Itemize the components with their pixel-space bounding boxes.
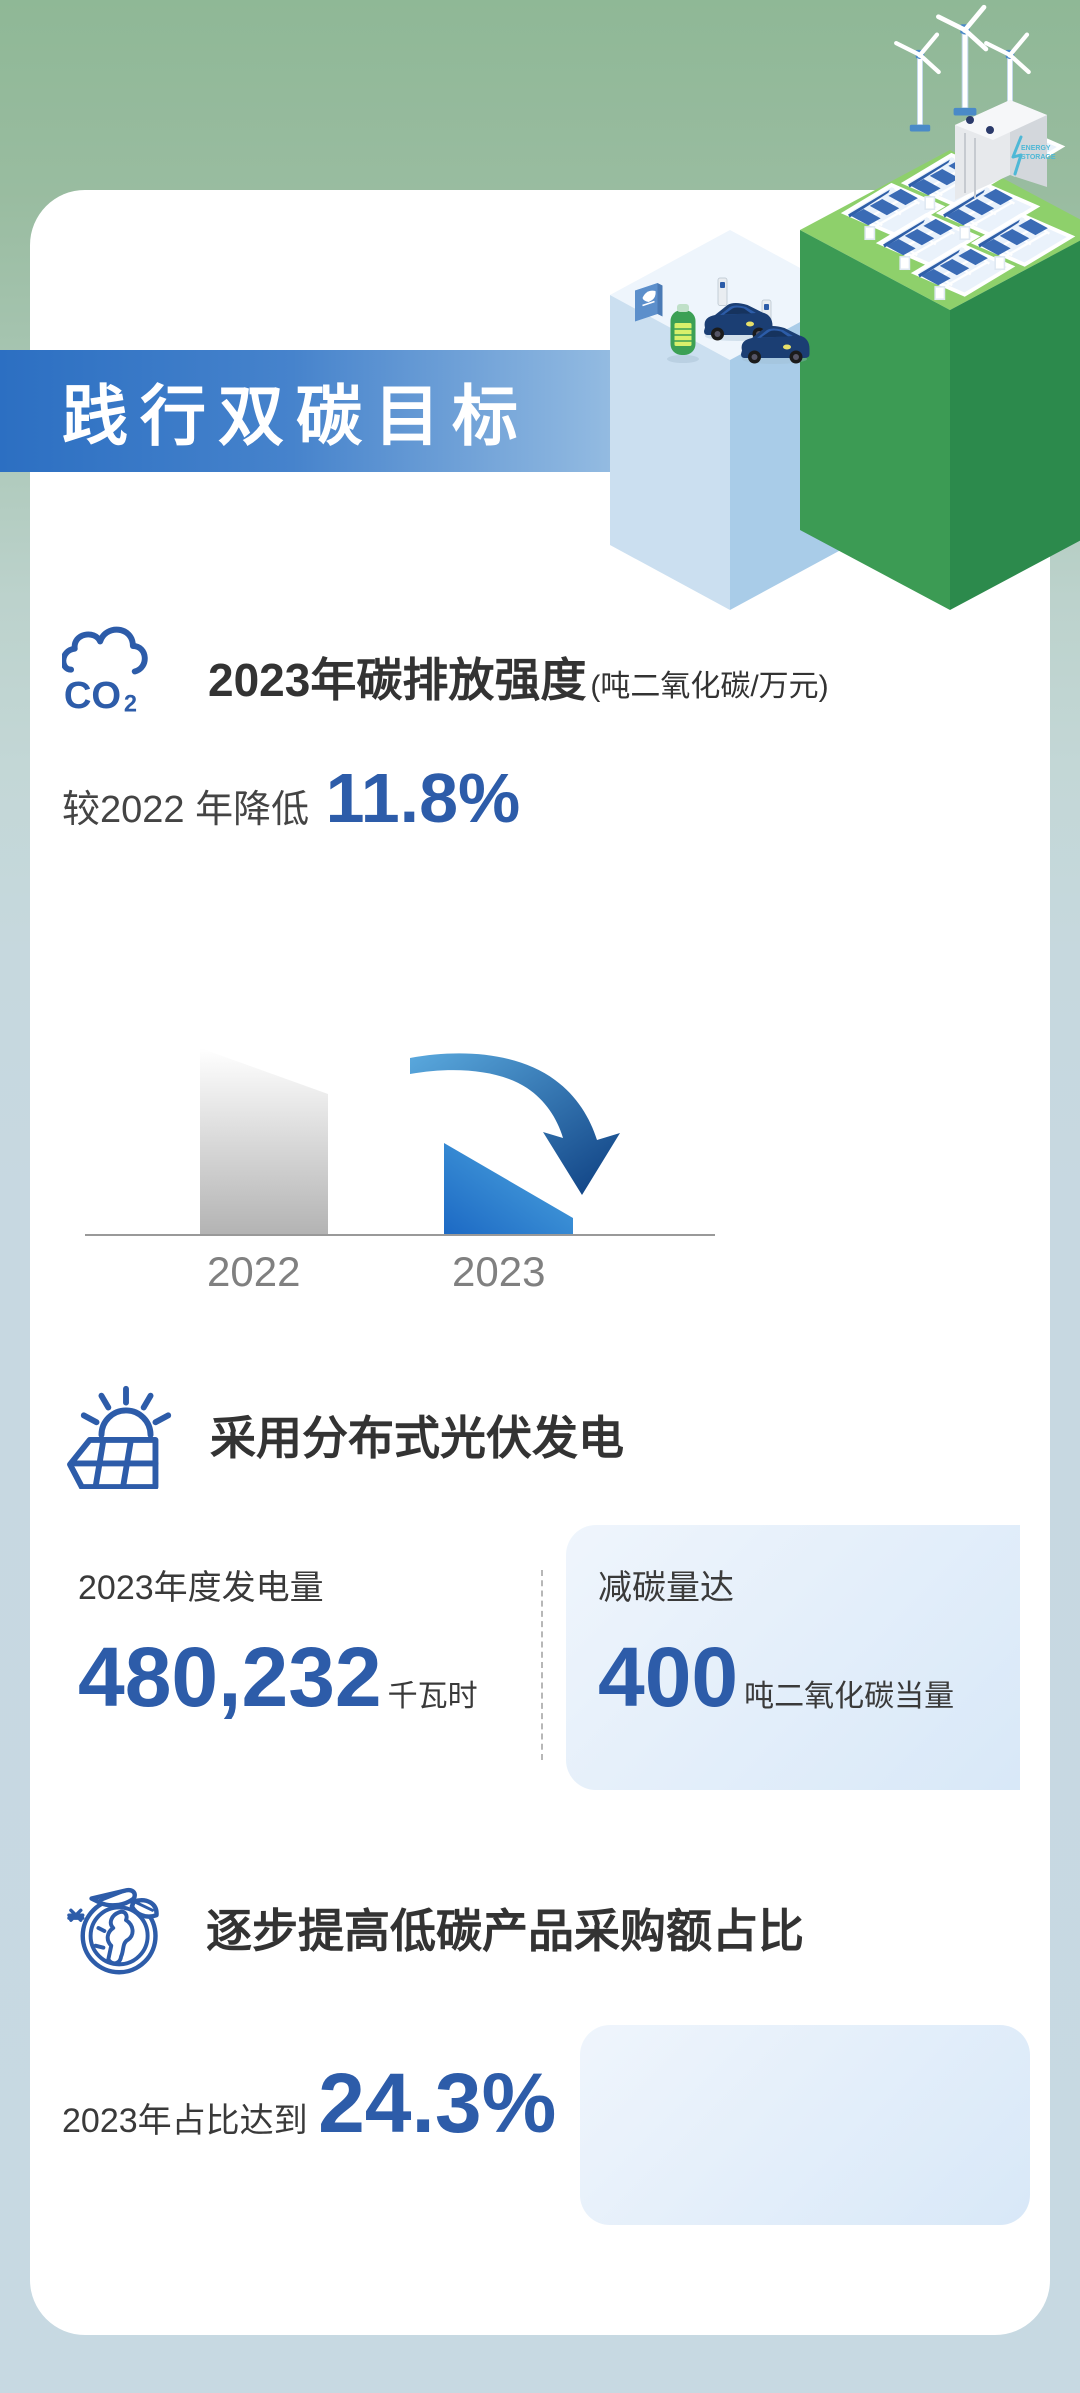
svg-text:CO: CO: [64, 674, 121, 716]
svg-text:2: 2: [124, 691, 137, 716]
svg-text:2022: 2022: [207, 1248, 300, 1295]
svg-text:2023: 2023: [452, 1248, 545, 1295]
svg-text:ENERGY: ENERGY: [1021, 145, 1051, 152]
svg-text:STORAGE: STORAGE: [1021, 154, 1056, 161]
